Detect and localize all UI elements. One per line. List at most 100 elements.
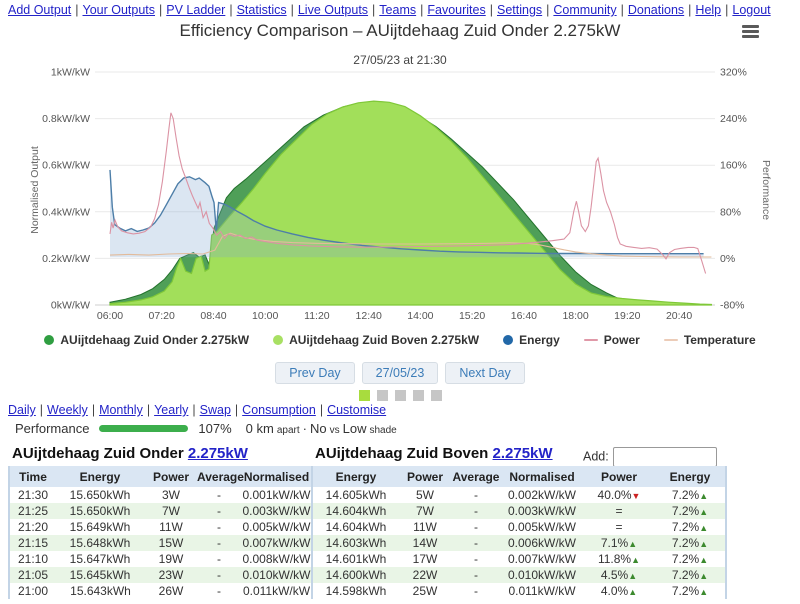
left-system-size-link[interactable]: 2.275kW [187,445,248,462]
table-cell: - [451,503,501,519]
table-row: 14.604kWh 7W -0.003kW/kW = 7.2%▲ [312,503,726,519]
performance-row: Performance 107% 0 km apart · No vs Low shade [15,420,400,436]
table-cell: 0.010kW/kW [241,567,312,583]
svg-text:20:40: 20:40 [666,310,692,322]
table-cell: 7W [399,503,451,519]
table-cell: 7.2%▲ [671,488,709,502]
table-cell: 19W [158,552,184,566]
table-cell: 3W [162,488,180,502]
hamburger-icon[interactable] [742,25,760,40]
nav-link-donations[interactable]: Donations [627,3,685,17]
nav-link-live-outputs[interactable]: Live Outputs [297,3,369,17]
nav-link-settings[interactable]: Settings [496,3,543,17]
table-cell: 4.5%▲ [583,567,655,583]
legend-label: Power [603,333,640,347]
separator: | [489,3,493,17]
svg-text:80%: 80% [720,206,741,218]
legend-item-temperature[interactable]: Temperature [663,333,756,347]
table-cell: 21:25 [9,503,56,519]
pager-square-2[interactable] [394,390,406,401]
svg-text:0.6kW/kW: 0.6kW/kW [42,160,90,172]
svg-text:14:00: 14:00 [407,310,433,322]
view-link-yearly[interactable]: Yearly [154,403,189,417]
top-nav: Add Output | Your Outputs | PV Ladder | Statis… [8,3,771,17]
table-cell: 7.2%▲ [671,520,709,534]
view-link-monthly[interactable]: Monthly [99,403,143,417]
pager-square-0[interactable] [358,390,370,401]
nav-link-teams[interactable]: Teams [379,3,417,17]
table-cell: 0.011kW/kW [242,584,311,598]
legend-line-icon [583,339,598,341]
table-cell: - [197,503,241,519]
legend-item-energy[interactable]: Energy [503,333,560,347]
table-cell: 17W [412,552,438,566]
table-cell: - [474,584,478,598]
nav-link-community[interactable]: Community [553,3,617,17]
efficiency-chart[interactable]: 0kW/kW 0.2kW/kW 0.4kW/kW 0.6kW/kW 0.8kW/kW 1k… [0,66,800,328]
legend-item-power[interactable]: Power [583,333,640,347]
legend-circle-icon [503,335,514,345]
table-cell: - [474,520,478,534]
table-cell: 0.011kW/kW [508,584,576,598]
chart-pager-dots [0,390,800,401]
table-cell: 14.604kWh [325,520,387,534]
page-title: Efficiency Comparison – AUijtdehaag Zuid… [179,21,621,40]
prev-day-button[interactable]: Prev Day [275,362,355,384]
table-cell: 21:05 [9,567,56,583]
table-cell: - [217,552,221,566]
nav-link-favourites[interactable]: Favourites [427,3,486,17]
nav-link-statistics[interactable]: Statistics [236,3,287,17]
performance-detail: vs [329,424,340,436]
table-cell: = [615,520,623,534]
table-cell: - [474,488,478,502]
table-row: 21:30 15.650kWh 3W - 0.001kW/kW [9,487,312,503]
pager-square-3[interactable] [412,390,424,401]
table-cell: 22W [399,567,451,583]
day-navigation: Prev Day 27/05/23 Next Day [0,362,800,384]
pager-square-1[interactable] [376,390,388,401]
performance-bar [99,424,189,432]
table-cell: 14.604kWh [312,503,399,519]
table-cell: - [217,520,221,534]
view-link-daily[interactable]: Daily [8,403,36,417]
right-data-table: Energy Power Average Normalised Power Energy 1… [311,466,727,599]
date-button[interactable]: 27/05/23 [361,362,439,384]
svg-text:Performance: Performance [760,160,772,220]
separator: | [192,403,196,417]
nav-link-logout[interactable]: Logout [732,3,771,17]
table-cell: - [451,567,501,583]
performance-details: 0 km apart · No vs Low shade [246,421,400,436]
legend-item-auijtdehaag-zuid-boven-2-275kw[interactable]: AUijtdehaag Zuid Boven 2.275kW [273,333,479,347]
svg-text:18:00: 18:00 [562,310,588,322]
legend-item-auijtdehaag-zuid-onder-2-275kw[interactable]: AUijtdehaag Zuid Onder 2.275kW [44,333,249,347]
separator: | [688,3,692,17]
table-row: 21:10 15.647kWh 19W - 0.008kW/kW [9,551,312,567]
table-cell: 0.002kW/kW [507,488,576,502]
table-row: 14.605kWh 5W - 0.002kW/kW 40.0%▼ 7.2%▲ [312,487,726,503]
legend-circle-icon [273,335,284,345]
view-link-weekly[interactable]: Weekly [47,403,88,417]
table-row: 14.598kWh 25W - 0.011kW/kW 4.0%▲ 7.2%▲ [312,583,726,599]
separator: | [725,3,729,17]
add-system-input[interactable] [612,447,717,467]
nav-link-pv-ladder[interactable]: PV Ladder [166,3,226,17]
separator: | [420,3,424,17]
table-cell: 0.007kW/kW [507,552,576,566]
column-header-normalised: Normalised [501,466,583,487]
legend-label: AUijtdehaag Zuid Onder 2.275kW [60,333,250,347]
view-link-customise[interactable]: Customise [327,403,387,417]
table-cell: 25W [412,584,438,598]
nav-link-add-output[interactable]: Add Output [8,3,72,17]
view-link-consumption[interactable]: Consumption [242,403,316,417]
pager-square-4[interactable] [430,390,442,401]
table-cell: - [217,488,221,502]
performance-detail: apart [276,424,300,436]
column-header-average: Average [197,466,244,487]
next-day-button[interactable]: Next Day [445,362,525,384]
right-system-size-link[interactable]: 2.275kW [492,445,553,462]
table-cell: 14.600kWh [312,567,399,583]
table-cell: 0.005kW/kW [242,520,311,534]
view-link-swap[interactable]: Swap [199,403,231,417]
nav-link-help[interactable]: Help [695,3,722,17]
nav-link-your-outputs[interactable]: Your Outputs [82,3,156,17]
